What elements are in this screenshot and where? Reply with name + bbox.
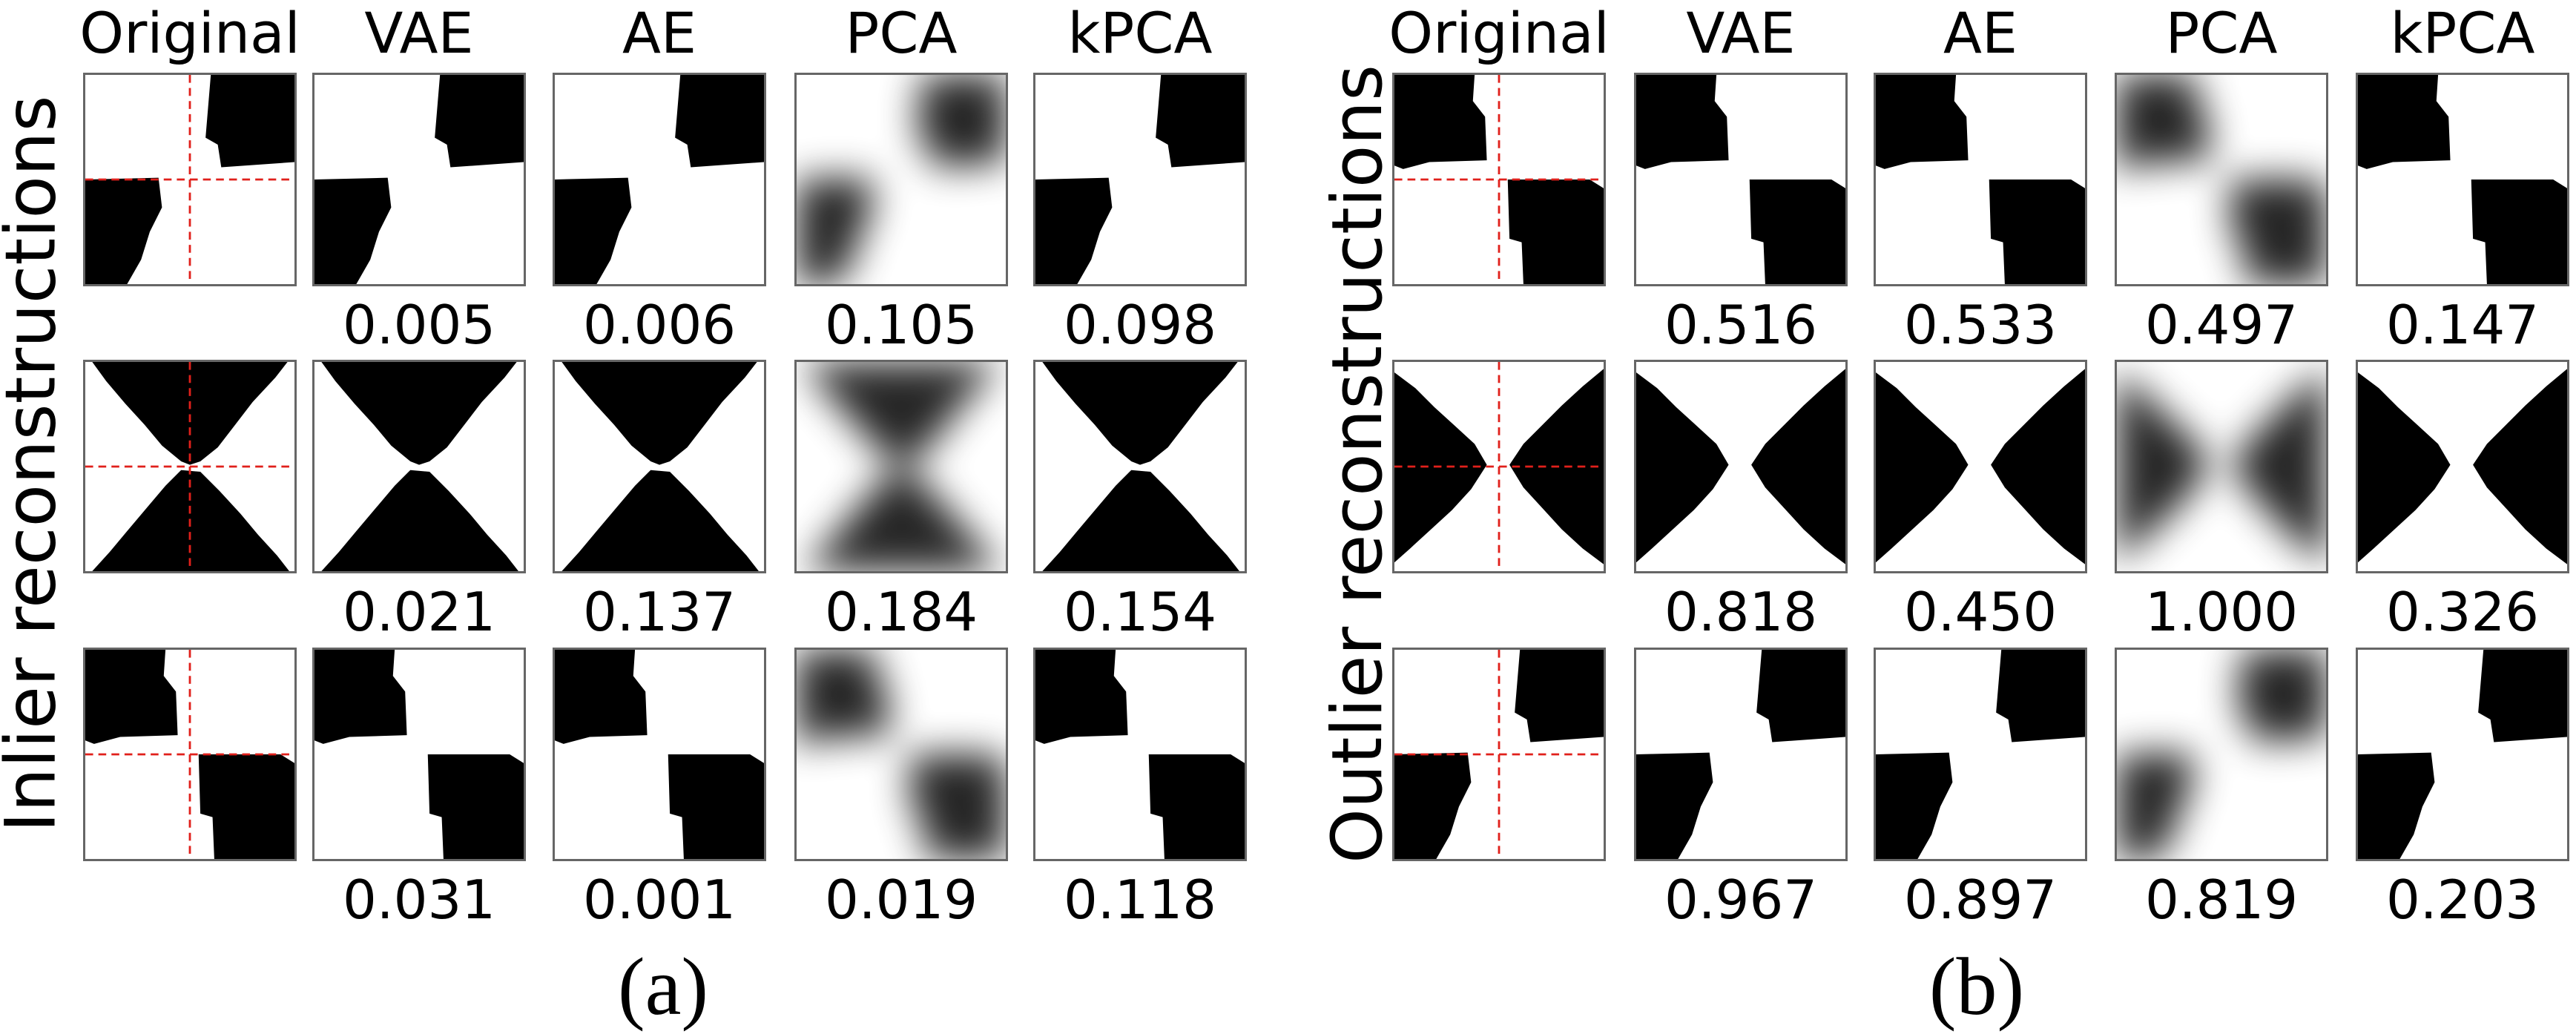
column-header-pca: PCA [2165, 0, 2278, 66]
pattern-image [1876, 75, 2085, 284]
reconstruction-score: 0.137 [582, 581, 737, 643]
column-header-ae: AE [1943, 0, 2017, 66]
reconstruction-score: 0.326 [2385, 581, 2540, 643]
reconstruction-ae [553, 648, 766, 861]
reconstruction-ae [553, 360, 766, 573]
pattern-image [314, 75, 524, 284]
reconstruction-pca [2115, 360, 2328, 573]
reconstruction-score: 0.533 [1903, 294, 2058, 356]
original-image [1392, 73, 1606, 286]
reconstruction-vae [1634, 360, 1848, 573]
reconstruction-score: 1.000 [2144, 581, 2299, 643]
reconstruction-kpca [1033, 648, 1247, 861]
panel-caption: (b) [1928, 941, 2025, 1032]
reconstruction-kpca [1033, 360, 1247, 573]
reconstruction-score: 0.497 [2144, 294, 2299, 356]
pattern-image [1042, 362, 1239, 571]
pattern-image [85, 75, 294, 284]
pattern-image [2358, 650, 2567, 859]
reconstruction-score: 0.118 [1063, 869, 1217, 931]
reconstruction-score: 0.031 [342, 869, 496, 931]
panel-caption: (a) [617, 941, 709, 1032]
reconstruction-pca [794, 648, 1008, 861]
column-header-vae: VAE [1686, 0, 1796, 66]
pattern-image [1035, 650, 1245, 859]
reconstruction-score: 0.184 [824, 581, 978, 643]
pattern-image [2358, 75, 2567, 284]
reconstruction-vae [312, 360, 526, 573]
pattern-image [2117, 650, 2326, 859]
column-header-original: Original [1389, 0, 1610, 66]
reconstruction-pca [794, 360, 1008, 573]
original-image [1392, 648, 1606, 861]
reconstruction-vae [1634, 73, 1848, 286]
reconstruction-vae [1634, 648, 1848, 861]
reconstruction-score: 0.001 [582, 869, 737, 931]
pattern-image [2117, 369, 2326, 564]
reconstruction-pca [2115, 73, 2328, 286]
pattern-image [1394, 650, 1604, 859]
column-header-original: Original [79, 0, 300, 66]
pattern-image [1876, 369, 2085, 564]
reconstruction-kpca [2356, 360, 2569, 573]
reconstruction-score: 0.021 [342, 581, 496, 643]
pattern-image [1394, 75, 1604, 284]
original-image [83, 73, 297, 286]
pattern-image [1636, 75, 1845, 284]
reconstruction-kpca [2356, 73, 2569, 286]
pattern-image [85, 650, 294, 859]
pattern-image [321, 362, 518, 571]
reconstruction-ae [1874, 360, 2087, 573]
reconstruction-score: 0.098 [1063, 294, 1217, 356]
pattern-image [803, 362, 1001, 571]
pattern-image [555, 650, 764, 859]
pattern-image [1636, 369, 1845, 564]
reconstruction-score: 0.203 [2385, 869, 2540, 931]
reconstruction-score: 0.450 [1903, 581, 2058, 643]
reconstruction-score: 0.105 [824, 294, 978, 356]
pattern-image [2358, 369, 2567, 564]
reconstruction-score: 0.516 [1664, 294, 1818, 356]
reconstruction-score: 0.006 [582, 294, 737, 356]
reconstruction-ae [1874, 73, 2087, 286]
row-label: Inlier reconstructions [0, 95, 72, 832]
reconstruction-vae [312, 648, 526, 861]
pattern-image [1035, 75, 1245, 284]
column-header-kpca: kPCA [1067, 0, 1213, 66]
reconstruction-kpca [2356, 648, 2569, 861]
original-image [83, 360, 297, 573]
reconstruction-score: 0.967 [1664, 869, 1818, 931]
reconstruction-ae [553, 73, 766, 286]
reconstruction-pca [794, 73, 1008, 286]
pattern-image [314, 650, 524, 859]
reconstruction-score: 0.005 [342, 294, 496, 356]
row-label: Outlier reconstructions [1317, 64, 1398, 863]
reconstruction-score: 0.154 [1063, 581, 1217, 643]
column-header-kpca: kPCA [2390, 0, 2535, 66]
pattern-image [561, 362, 759, 571]
reconstruction-score: 0.019 [824, 869, 978, 931]
pattern-image [555, 75, 764, 284]
column-header-ae: AE [622, 0, 696, 66]
original-image [83, 648, 297, 861]
original-image [1392, 360, 1606, 573]
pattern-image [1394, 362, 1604, 571]
reconstruction-score: 0.897 [1903, 869, 2058, 931]
pattern-image [85, 362, 294, 571]
pattern-image [1876, 650, 2085, 859]
reconstruction-score: 0.147 [2385, 294, 2540, 356]
reconstruction-pca [2115, 648, 2328, 861]
reconstruction-vae [312, 73, 526, 286]
reconstruction-score: 0.818 [1664, 581, 1818, 643]
column-header-pca: PCA [845, 0, 958, 66]
column-header-vae: VAE [364, 0, 474, 66]
reconstruction-ae [1874, 648, 2087, 861]
pattern-image [1636, 650, 1845, 859]
pattern-image [797, 650, 1006, 859]
reconstruction-kpca [1033, 73, 1247, 286]
pattern-image [797, 75, 1006, 284]
pattern-image [2117, 75, 2326, 284]
reconstruction-score: 0.819 [2144, 869, 2299, 931]
